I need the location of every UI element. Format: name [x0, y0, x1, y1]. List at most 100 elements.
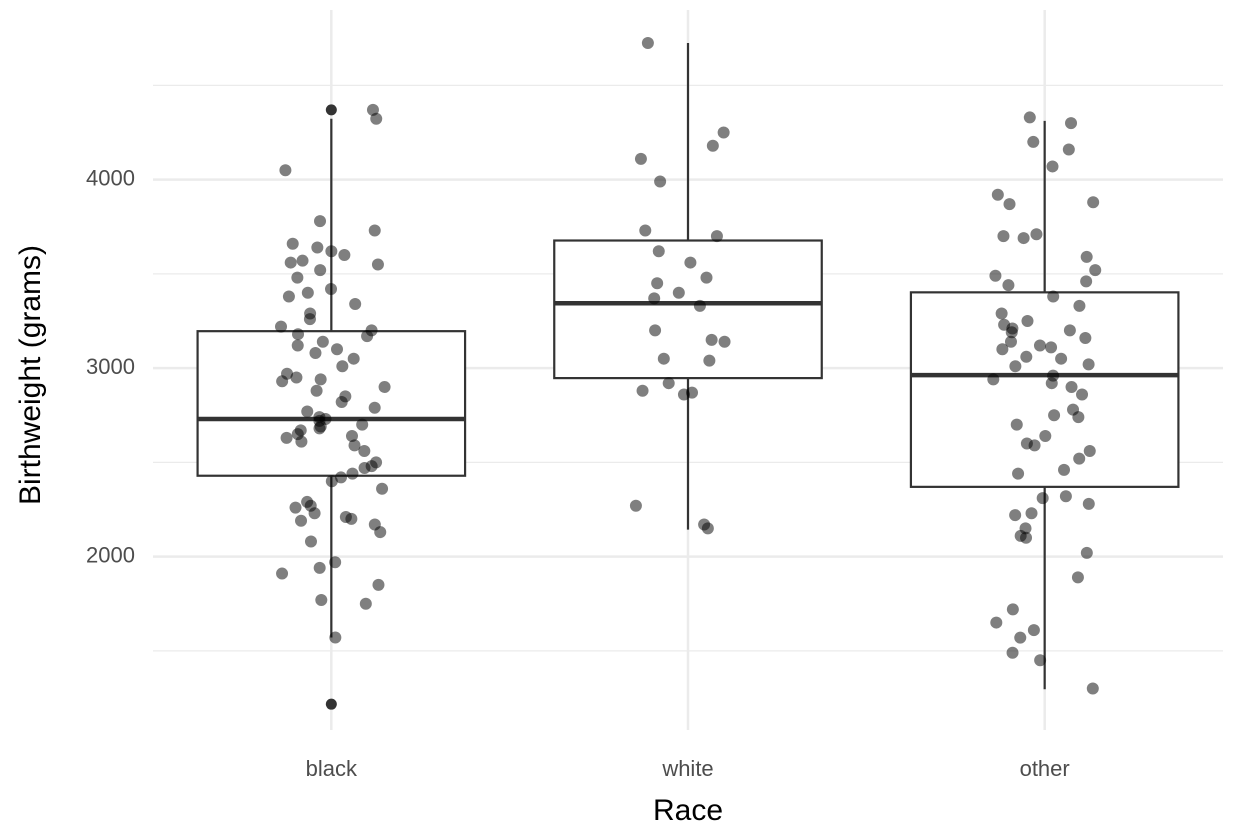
jitter-point: [1087, 196, 1100, 209]
jitter-point: [1082, 358, 1095, 371]
box: [909, 291, 1180, 488]
jitter-point: [641, 36, 654, 49]
jitter-point: [291, 271, 304, 284]
jitter-point: [1017, 232, 1030, 245]
jitter-point: [652, 245, 665, 258]
jitter-point: [314, 215, 327, 228]
jitter-point: [275, 320, 288, 333]
jitter-point: [634, 152, 647, 165]
jitter-point: [654, 175, 667, 188]
outlier: [325, 104, 337, 116]
jitter-point: [629, 499, 642, 512]
jitter-point: [370, 112, 383, 125]
jitter-point: [1079, 331, 1092, 344]
jitter-point: [308, 507, 321, 520]
jitter-point: [1006, 646, 1019, 659]
jitter-point: [1009, 360, 1022, 373]
jitter-point: [1082, 497, 1095, 510]
jitter-point: [662, 377, 675, 390]
jitter-point: [334, 471, 347, 484]
box: [196, 330, 467, 477]
jitter-point: [989, 269, 1002, 282]
x-tick-label: other: [1020, 756, 1070, 781]
jitter-point: [1020, 350, 1033, 363]
jitter-point: [1072, 411, 1085, 424]
jitter-point: [282, 290, 295, 303]
jitter-point: [1048, 409, 1061, 422]
jitter-point: [338, 249, 351, 262]
jitter-point: [684, 256, 697, 269]
jitter-point: [349, 298, 362, 311]
jitter-point: [1076, 388, 1089, 401]
jitter-point: [705, 333, 718, 346]
jitter-point: [1046, 160, 1059, 173]
jitter-point: [1063, 324, 1076, 337]
jitter-point: [717, 126, 730, 139]
jitter-point: [304, 535, 317, 548]
jitter-point: [325, 282, 338, 295]
jitter-point: [358, 445, 371, 458]
jitter-point: [329, 556, 342, 569]
jitter-point: [1073, 299, 1086, 312]
jitter-point: [1073, 452, 1086, 465]
jitter-point: [1023, 111, 1036, 124]
jitter-point: [1071, 571, 1084, 584]
jitter-point: [1033, 339, 1046, 352]
jitter-point: [336, 360, 349, 373]
jitter-point: [361, 330, 374, 343]
jitter-point: [1010, 418, 1023, 431]
jitter-point: [296, 254, 309, 267]
jitter-point: [310, 384, 323, 397]
jitter-point: [1005, 326, 1018, 339]
jitter-point: [372, 578, 385, 591]
jitter-point: [1027, 135, 1040, 148]
jitter-point: [286, 237, 299, 250]
jitter-point: [1055, 352, 1068, 365]
jitter-point: [1080, 275, 1093, 288]
jitter-point: [703, 354, 716, 367]
jitter-point: [1009, 509, 1022, 522]
jitter-point: [1030, 228, 1043, 241]
jitter-point: [295, 435, 308, 448]
jitter-point: [710, 230, 723, 243]
jitter-point: [1020, 531, 1033, 544]
jitter-point: [368, 401, 381, 414]
jitter-point: [1065, 117, 1078, 130]
jitter-point: [1004, 335, 1017, 348]
jitter-point: [648, 292, 661, 305]
jitter-point: [990, 616, 1003, 629]
jitter-point: [1058, 463, 1071, 476]
jitter-point: [718, 335, 731, 348]
y-tick-label: 3000: [86, 354, 135, 379]
jitter-point: [651, 277, 664, 290]
jitter-point: [329, 631, 342, 644]
jitter-point: [292, 328, 305, 341]
jitter-point: [991, 188, 1004, 201]
jitter-point: [315, 593, 328, 606]
jitter-point: [1003, 198, 1016, 211]
jitter-point: [672, 286, 685, 299]
jitter-point: [1039, 429, 1052, 442]
jitter-point: [693, 299, 706, 312]
jitter-point: [345, 429, 358, 442]
jitter-point: [276, 567, 289, 580]
jitter-point: [1021, 314, 1034, 327]
jitter-point: [1062, 143, 1075, 156]
jitter-point: [301, 286, 314, 299]
x-axis-title: Race: [653, 794, 723, 827]
jitter-point: [997, 230, 1010, 243]
jitter-point: [311, 241, 324, 254]
jitter-point: [1080, 546, 1093, 559]
jitter-point: [1086, 682, 1099, 695]
jitter-point: [295, 514, 308, 527]
jitter-point: [348, 439, 361, 452]
y-tick-label: 2000: [86, 542, 135, 567]
jitter-point: [700, 271, 713, 284]
jitter-point: [657, 352, 670, 365]
jitter-point: [368, 224, 381, 237]
jitter-point: [316, 335, 329, 348]
jitter-point: [1065, 380, 1078, 393]
jitter-point: [677, 388, 690, 401]
jitter-point: [301, 405, 314, 418]
